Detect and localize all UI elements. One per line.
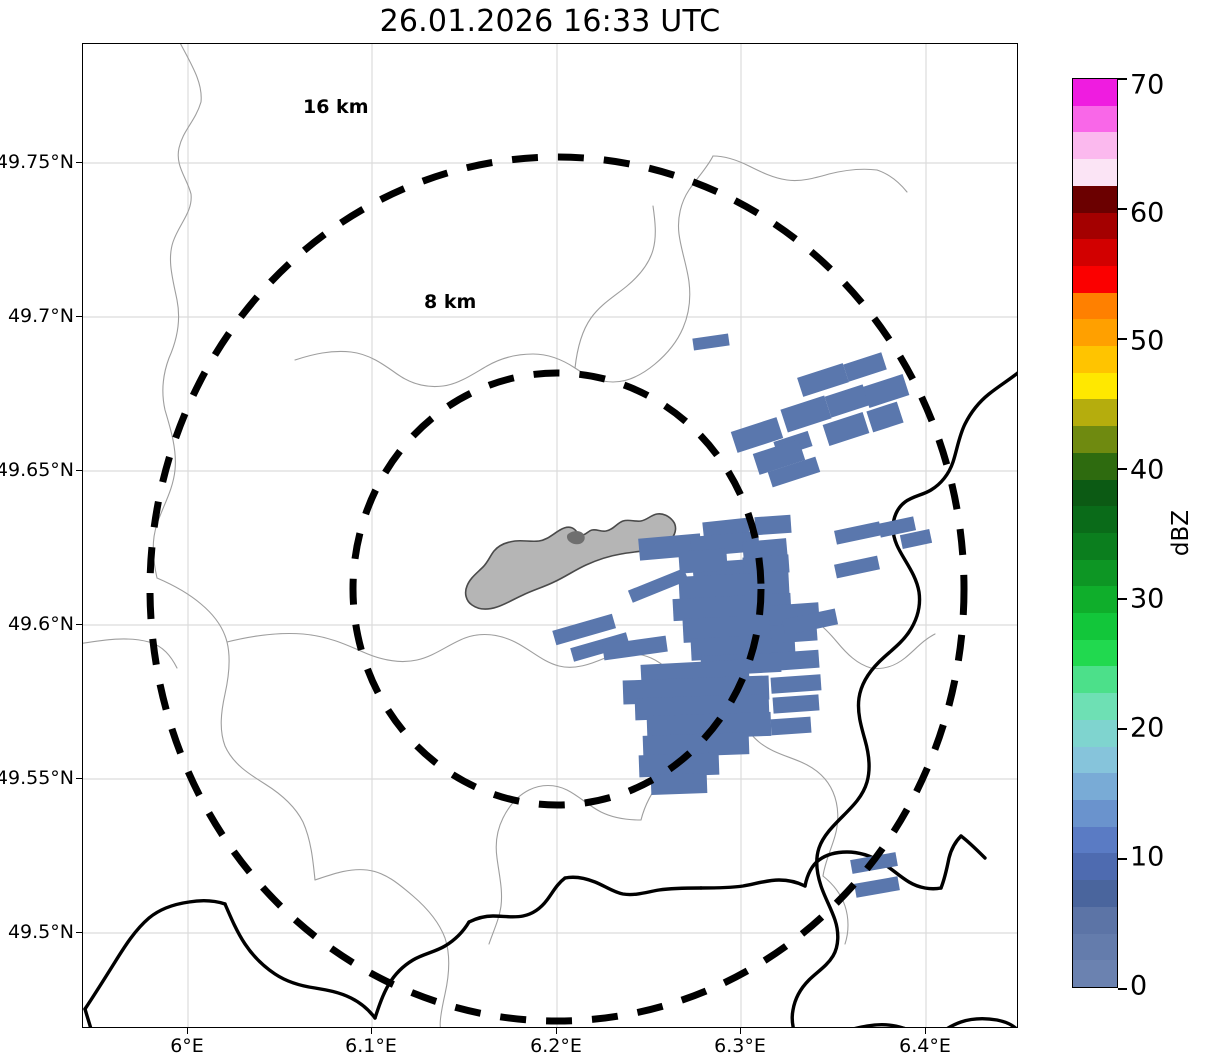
water-body-polygon [464,513,677,610]
x-tick-label: 6.2°E [530,1035,582,1057]
colorbar-tickmark [1118,338,1127,340]
colorbar-band [1073,239,1117,266]
y-tickmark [76,470,82,471]
colorbar-band [1073,479,1117,507]
range-rings [146,153,968,1025]
colorbar-tickmark [1118,598,1127,600]
y-tick-label: 49.75°N [0,151,74,173]
colorbar-tickmark [1118,988,1127,990]
colorbar-band [1073,826,1117,854]
colorbar-band [1073,666,1117,694]
colorbar-band [1073,586,1117,614]
x-tick-label: 6.3°E [714,1035,766,1057]
colorbar-band [1073,212,1117,240]
colorbar-band [1073,773,1117,800]
colorbar-band [1073,719,1117,747]
colorbar-band [1073,452,1117,480]
colorbar-tick-label: 20 [1130,712,1165,744]
colorbar-band [1073,746,1117,774]
colorbar-band [1073,639,1117,667]
range-ring-16km-label: 16 km [303,96,369,118]
colorbar-band [1073,853,1117,881]
colorbar-band [1073,933,1117,961]
x-tickmark [925,1028,926,1034]
colorbar-tickmark [1118,858,1127,860]
colorbar-band [1073,319,1117,347]
colorbar-tick-label: 10 [1130,841,1165,873]
colorbar-tickmark [1118,728,1127,730]
y-tick-label: 49.65°N [0,459,74,481]
colorbar-band [1073,532,1117,560]
x-tickmark [556,1028,557,1034]
x-tickmark [740,1028,741,1034]
y-tickmark [76,624,82,625]
colorbar-band [1073,906,1117,934]
colorbar-tick-label: 0 [1130,970,1148,1002]
y-tickmark [76,778,82,779]
colorbar-band [1073,292,1117,320]
colorbar-band [1073,372,1117,400]
range-ring-16km [146,153,968,1025]
y-tick-label: 49.55°N [0,767,74,789]
y-tickmark [76,162,82,163]
range-ring-8km [349,369,765,809]
radar-map-axes[interactable] [82,43,1018,1028]
colorbar-band [1073,185,1117,213]
y-tick-label: 49.6°N [7,613,74,635]
colorbar-tickmark [1118,208,1127,210]
colorbar-band [1073,265,1117,293]
colorbar-tick-label: 70 [1130,69,1165,101]
colorbar-tick-label: 60 [1130,197,1165,229]
y-tick-label: 49.7°N [7,305,74,327]
page-title: 26.01.2026 16:33 UTC [379,4,721,39]
colorbar[interactable] [1072,78,1118,988]
colorbar-tick-label: 30 [1130,583,1165,615]
colorbar-band [1073,346,1117,373]
y-tick-label: 49.5°N [7,921,74,943]
colorbar-tick-label: 40 [1130,454,1165,486]
colorbar-band [1073,880,1117,907]
x-tick-label: 6°E [170,1035,204,1057]
x-tickmark [371,1028,372,1034]
colorbar-axis-label: dBZ [1168,509,1194,557]
colorbar-tickmark [1118,468,1127,470]
colorbar-band [1073,159,1117,186]
y-tickmark [76,932,82,933]
map-canvas [83,44,1017,1027]
x-tick-label: 6.4°E [899,1035,951,1057]
radar-echo-layer [552,333,933,898]
colorbar-band [1073,613,1117,640]
colorbar-band [1073,79,1117,106]
y-tickmark [76,316,82,317]
national-border [83,371,1017,1027]
colorbar-band [1073,426,1117,453]
x-tickmark [187,1028,188,1034]
colorbar-tickmark [1118,78,1127,80]
colorbar-tick-label: 50 [1130,325,1165,357]
range-ring-8km-label: 8 km [424,291,477,313]
x-tick-label: 6.1°E [345,1035,397,1057]
colorbar-band [1073,105,1117,133]
colorbar-band [1073,399,1117,427]
colorbar-band [1073,132,1117,160]
colorbar-band [1073,506,1117,533]
colorbar-band [1073,693,1117,720]
colorbar-band [1073,799,1117,827]
colorbar-band [1073,559,1117,587]
map-svg [83,44,1017,1027]
colorbar-band [1073,960,1117,987]
